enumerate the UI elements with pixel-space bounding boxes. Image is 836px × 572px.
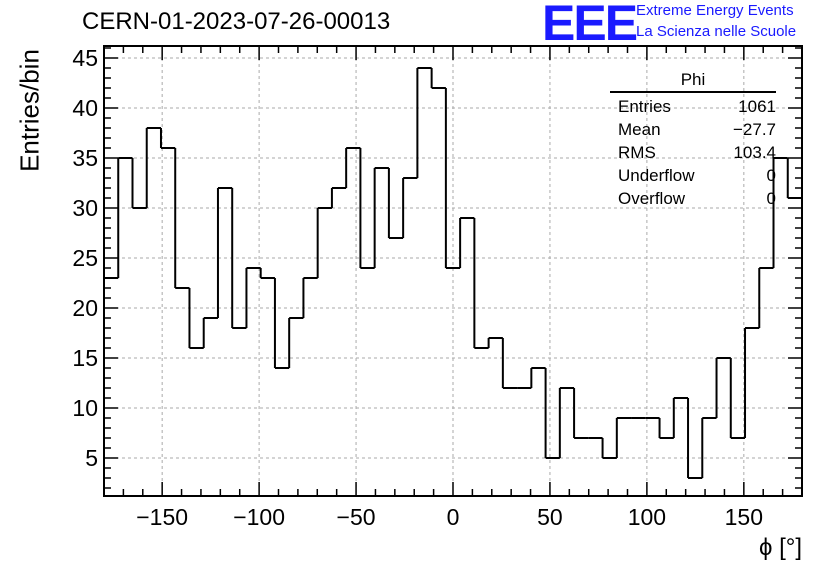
histogram-bin — [103, 277, 119, 496]
y-tick-label: 20 — [72, 295, 98, 321]
histogram-bin — [715, 357, 731, 418]
stats-label: Underflow — [618, 166, 695, 185]
histogram-bin — [302, 277, 318, 318]
histogram-bin — [174, 148, 190, 289]
histogram-bin — [544, 368, 560, 459]
stats-value: 1061 — [738, 97, 776, 116]
y-tick-label: 45 — [72, 45, 98, 71]
histogram-bin — [601, 438, 617, 459]
histogram-bin — [245, 267, 261, 328]
histogram-bin — [288, 317, 304, 368]
x-tick-label: −50 — [337, 504, 376, 530]
histogram-bin — [530, 367, 546, 388]
histogram-bin — [459, 217, 475, 268]
histogram-bin — [416, 67, 432, 178]
histogram-bin — [744, 327, 760, 438]
histogram-bin — [672, 397, 689, 438]
histogram-bin — [758, 267, 774, 328]
logo-caption-line2: La Scienza nelle Scuole — [636, 23, 797, 40]
y-tick-label: 35 — [72, 145, 98, 171]
x-tick-label: 0 — [447, 504, 460, 530]
histogram-bin — [131, 158, 147, 209]
y-tick-label: 10 — [72, 395, 98, 421]
stats-value: −27.7 — [732, 120, 776, 139]
histogram-bin — [159, 128, 176, 149]
histogram-bin — [473, 218, 489, 349]
histogram-bin — [373, 167, 389, 268]
stats-label: Mean — [618, 120, 661, 139]
histogram-bin — [330, 187, 347, 208]
stats-value: 0 — [766, 166, 776, 185]
stats-value: 103.4 — [733, 143, 776, 162]
histogram-bin — [117, 157, 133, 278]
stats-row-entries: Entries 1061 — [610, 95, 776, 118]
stats-row-mean: Mean −27.7 — [610, 118, 776, 141]
histogram-bin — [216, 187, 233, 318]
stats-value: 0 — [766, 189, 776, 208]
stats-box: Phi Entries 1061 Mean −27.7 RMS 103.4 Un… — [610, 70, 776, 210]
histogram-bin — [359, 148, 375, 269]
histogram-bin — [501, 338, 518, 389]
histogram-bin — [402, 177, 418, 238]
histogram-bin — [273, 278, 290, 369]
y-tick-label: 15 — [72, 345, 98, 371]
histogram-bin — [145, 127, 161, 208]
histogram-bin — [772, 157, 788, 268]
histogram-bin — [259, 268, 275, 279]
x-tick-label: 100 — [628, 504, 666, 530]
stats-label: RMS — [618, 143, 656, 162]
histogram-bin — [729, 358, 746, 439]
histogram-bin — [701, 417, 717, 478]
histogram-bin — [345, 147, 361, 188]
histogram-bin — [188, 288, 204, 349]
x-tick-label: −100 — [233, 504, 285, 530]
stats-row-underflow: Underflow 0 — [610, 164, 776, 187]
y-tick-label: 40 — [72, 95, 98, 121]
x-tick-label: −150 — [136, 504, 188, 530]
x-tick-label: 150 — [725, 504, 763, 530]
x-tick-label: 50 — [537, 504, 563, 530]
histogram-bin — [658, 418, 674, 439]
histogram-bin — [444, 88, 461, 269]
y-tick-label: 25 — [72, 245, 98, 271]
stats-label: Entries — [618, 97, 671, 116]
histogram-bin — [387, 168, 404, 239]
logo-caption-line1: Extreme Energy Events — [636, 2, 794, 19]
x-axis-label: ϕ [°] — [758, 534, 802, 561]
stats-label: Overflow — [618, 189, 686, 208]
histogram-bin — [615, 417, 632, 458]
histogram-bin — [573, 388, 589, 439]
y-axis-label: Entries/bin — [14, 49, 45, 172]
y-tick-label: 5 — [85, 445, 98, 471]
eee-logo: EEE — [542, 0, 638, 51]
histogram-bin — [316, 207, 332, 278]
histogram-bin — [430, 68, 446, 89]
y-tick-label: 30 — [72, 195, 98, 221]
stats-row-overflow: Overflow 0 — [610, 187, 776, 210]
histogram-bin — [487, 337, 503, 348]
stats-name: Phi — [610, 70, 776, 93]
chart-title: CERN-01-2023-07-26-00013 — [82, 8, 391, 35]
stats-row-rms: RMS 103.4 — [610, 141, 776, 164]
axes: −150 −100 −50 0 50 100 150 5 10 15 20 25 30 35 40 45 — [72, 45, 803, 530]
histogram-bin — [687, 398, 703, 479]
histogram-bin — [558, 387, 575, 458]
histogram-bin — [231, 188, 247, 329]
histogram-bin — [202, 317, 218, 348]
